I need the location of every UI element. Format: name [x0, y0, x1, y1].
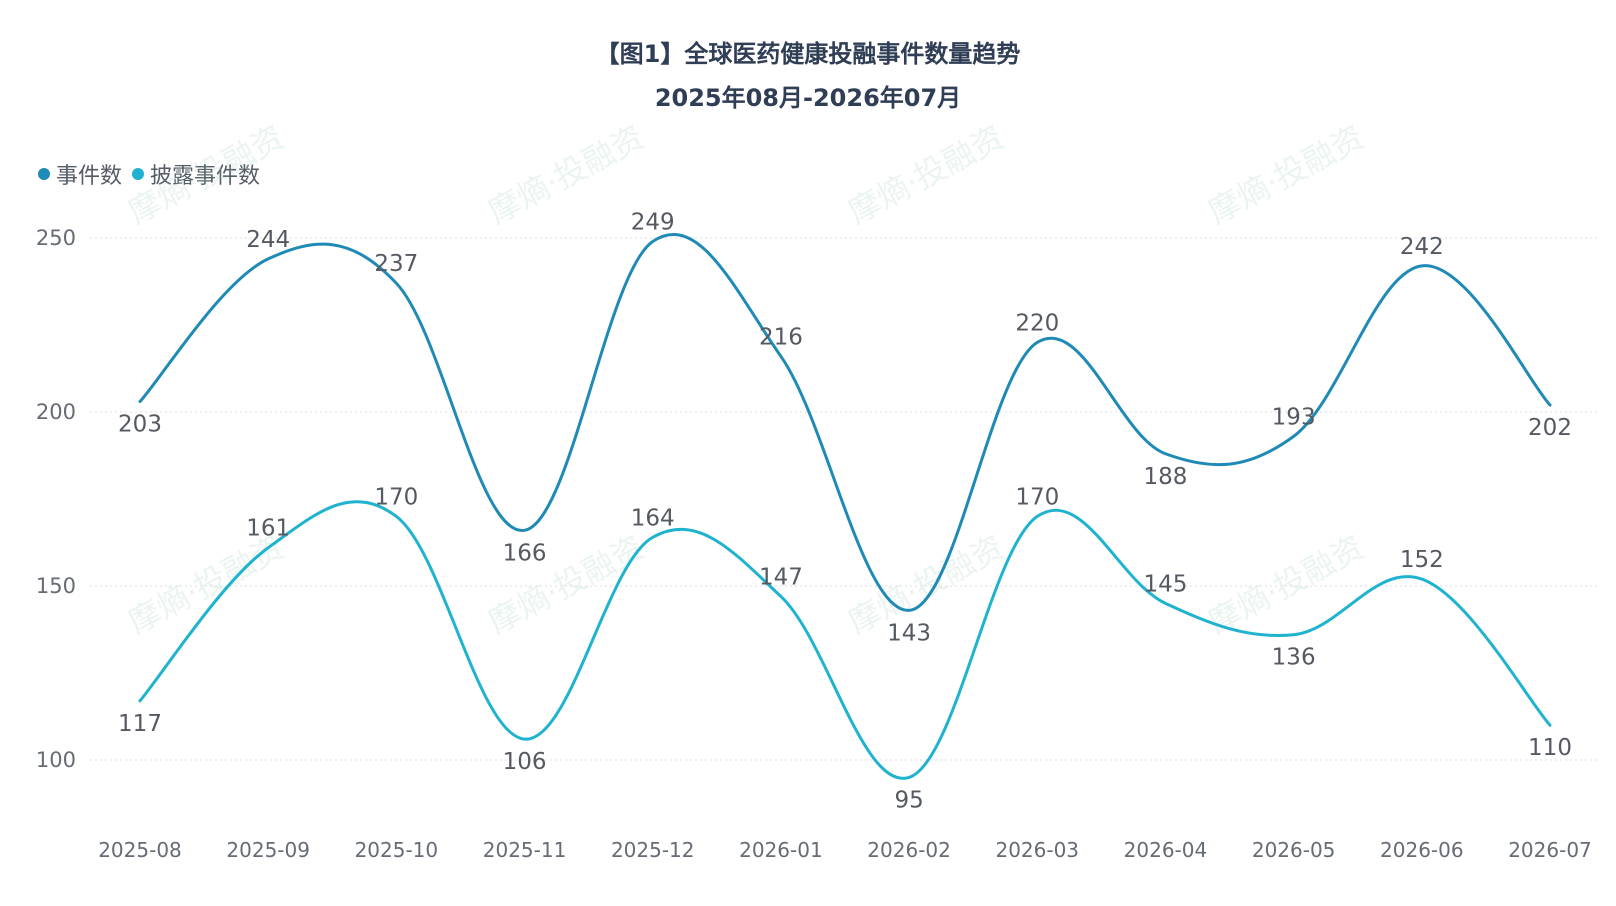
- data-label: 244: [246, 227, 290, 253]
- data-label: 147: [759, 564, 803, 590]
- data-label: 164: [631, 505, 675, 531]
- x-tick-label: 2026-07: [1508, 838, 1592, 862]
- x-tick-label: 2026-04: [1124, 838, 1208, 862]
- data-label: 216: [759, 324, 803, 350]
- x-tick-label: 2026-02: [867, 838, 951, 862]
- x-tick-label: 2025-09: [226, 838, 310, 862]
- legend-label: 披露事件数: [150, 164, 261, 189]
- x-tick-label: 2026-01: [739, 838, 823, 862]
- x-tick-label: 2026-03: [995, 838, 1079, 862]
- data-label: 202: [1528, 415, 1572, 441]
- y-tick-label: 100: [36, 748, 76, 772]
- data-label: 152: [1400, 547, 1444, 573]
- data-label: 161: [246, 516, 290, 542]
- chart-legend: 事件数 披露事件数: [38, 158, 270, 190]
- data-label: 220: [1015, 310, 1059, 336]
- data-label: 143: [887, 620, 931, 646]
- x-tick-label: 2025-12: [611, 838, 695, 862]
- y-tick-label: 200: [36, 400, 76, 424]
- data-label: 249: [631, 209, 675, 235]
- y-tick-label: 150: [36, 574, 76, 598]
- data-label: 242: [1400, 234, 1444, 260]
- data-label: 170: [1015, 484, 1059, 510]
- data-label: 170: [374, 484, 418, 510]
- chart-title: 【图1】全球医药健康投融事件数量趋势: [595, 40, 1021, 68]
- legend-marker-icon: [38, 168, 50, 180]
- x-tick-label: 2026-06: [1380, 838, 1464, 862]
- legend-item-series-1[interactable]: 事件数: [38, 158, 122, 190]
- legend-label: 事件数: [56, 164, 123, 189]
- data-label: 117: [118, 711, 162, 737]
- data-label: 106: [503, 749, 547, 775]
- data-label: 110: [1528, 735, 1572, 761]
- data-label: 237: [374, 251, 418, 277]
- data-label: 203: [118, 412, 162, 438]
- x-tick-label: 2026-05: [1252, 838, 1336, 862]
- x-tick-label: 2025-10: [355, 838, 439, 862]
- x-tick-label: 2025-08: [98, 838, 182, 862]
- data-label: 145: [1144, 571, 1188, 597]
- legend-marker-icon: [132, 168, 145, 180]
- series-line-2[interactable]: [138, 500, 1552, 780]
- data-label: 188: [1144, 464, 1188, 490]
- chart-subtitle: 2025年08月-2026年07月: [654, 84, 962, 112]
- legend-item-series-2[interactable]: 披露事件数: [132, 158, 260, 190]
- x-tick-label: 2025-11: [483, 838, 567, 862]
- data-label: 95: [894, 787, 923, 813]
- y-tick-label: 250: [36, 226, 76, 250]
- data-label: 166: [503, 540, 547, 566]
- data-label: 193: [1272, 404, 1316, 430]
- series-line-1[interactable]: [138, 233, 1552, 612]
- data-label: 136: [1272, 645, 1316, 671]
